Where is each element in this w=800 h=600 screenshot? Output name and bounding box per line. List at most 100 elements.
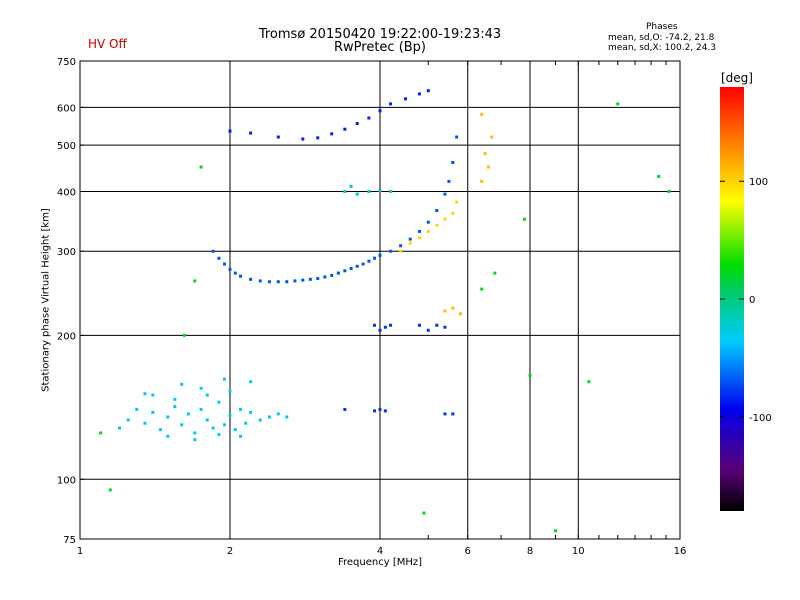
echo-point [367, 189, 371, 193]
echo-point [228, 267, 232, 271]
phases-o-mode: mean, sd,O: -74.2, 21.8 [608, 33, 715, 43]
echo-point [244, 421, 248, 425]
echo-point [249, 410, 253, 414]
echo-point [403, 97, 407, 101]
echo-point [383, 409, 387, 413]
echo-point [378, 109, 382, 113]
echo-point [383, 325, 387, 329]
echo-point [249, 131, 253, 135]
echo-point [223, 423, 227, 427]
echo-point [417, 229, 421, 233]
echo-point [408, 237, 412, 241]
echo-point [233, 428, 237, 432]
echo-point [239, 407, 243, 411]
y-tick-label: 400 [57, 187, 76, 198]
echo-point [223, 377, 227, 381]
echo-point [158, 428, 162, 432]
y-tick-label: 75 [63, 535, 76, 546]
echo-point [451, 160, 455, 164]
echo-point [657, 174, 661, 178]
echo-point [616, 102, 620, 106]
echo-point [378, 407, 382, 411]
echo-point [126, 418, 130, 422]
echo-point [217, 256, 221, 260]
echo-point [443, 309, 447, 313]
echo-point [199, 407, 203, 411]
echo-point [193, 431, 197, 435]
echo-point [443, 192, 447, 196]
x-tick-label: 16 [674, 546, 687, 557]
echo-point [301, 278, 305, 282]
echo-point [199, 386, 203, 390]
echo-point [451, 211, 455, 215]
echo-point [239, 274, 243, 278]
echo-point [399, 249, 403, 253]
y-tick-label: 300 [57, 247, 76, 258]
echo-point [373, 256, 377, 260]
echo-point [426, 89, 430, 93]
echo-point [99, 431, 103, 435]
echo-point [389, 249, 393, 253]
echo-point [389, 102, 393, 106]
echo-point [523, 217, 527, 221]
echo-point [193, 279, 197, 283]
echo-point [276, 135, 280, 139]
echo-point [486, 165, 490, 169]
echo-point [205, 393, 209, 397]
echo-point [443, 412, 447, 416]
y-tick-label: 750 [57, 57, 76, 68]
echo-point [249, 277, 253, 281]
echo-point [343, 127, 347, 131]
echo-point [389, 189, 393, 193]
echo-point [267, 280, 271, 284]
echo-point [166, 415, 170, 419]
echo-point [455, 200, 459, 204]
echo-point [480, 179, 484, 183]
chart-title: Tromsø 20150420 19:22:00-19:23:43 [258, 27, 502, 42]
echo-point [211, 249, 215, 253]
echo-point [228, 413, 232, 417]
echo-point [408, 241, 412, 245]
echo-point [233, 271, 237, 275]
echo-point [330, 132, 334, 136]
echo-point [483, 152, 487, 156]
echo-point [435, 323, 439, 327]
colorbar-label: [deg] [721, 71, 753, 85]
echo-point [193, 438, 197, 442]
echo-point [667, 189, 671, 193]
x-tick-label: 10 [572, 546, 585, 557]
x-tick-label: 4 [377, 546, 383, 557]
echo-point [422, 511, 426, 515]
echo-point [343, 407, 347, 411]
x-tick-label: 2 [227, 546, 233, 557]
echo-point [182, 333, 186, 337]
echo-point [349, 267, 353, 271]
echo-point [323, 275, 327, 279]
echo-point [435, 223, 439, 227]
colorbar-tick-label: -100 [749, 413, 772, 424]
echo-point [108, 488, 112, 492]
echo-point [417, 236, 421, 240]
phases-heading: Phases [646, 22, 678, 32]
echo-point [480, 287, 484, 291]
echo-point [151, 410, 155, 414]
echo-point [117, 426, 121, 430]
echo-point [493, 271, 497, 275]
echo-point [199, 165, 203, 169]
echo-point [276, 280, 280, 284]
y-tick-label: 500 [57, 141, 76, 152]
echo-point [180, 382, 184, 386]
echo-point [373, 323, 377, 327]
echo-point [180, 423, 184, 427]
echo-point [443, 217, 447, 221]
echo-point [361, 262, 365, 266]
echo-point [455, 135, 459, 139]
echo-point [308, 277, 312, 281]
echo-point [173, 397, 177, 401]
echo-point [316, 277, 320, 281]
echo-point [186, 412, 190, 416]
chart-subtitle: RwPretec (Bp) [333, 40, 427, 55]
echo-point [349, 184, 353, 188]
echo-point [417, 323, 421, 327]
echo-point [435, 209, 439, 213]
